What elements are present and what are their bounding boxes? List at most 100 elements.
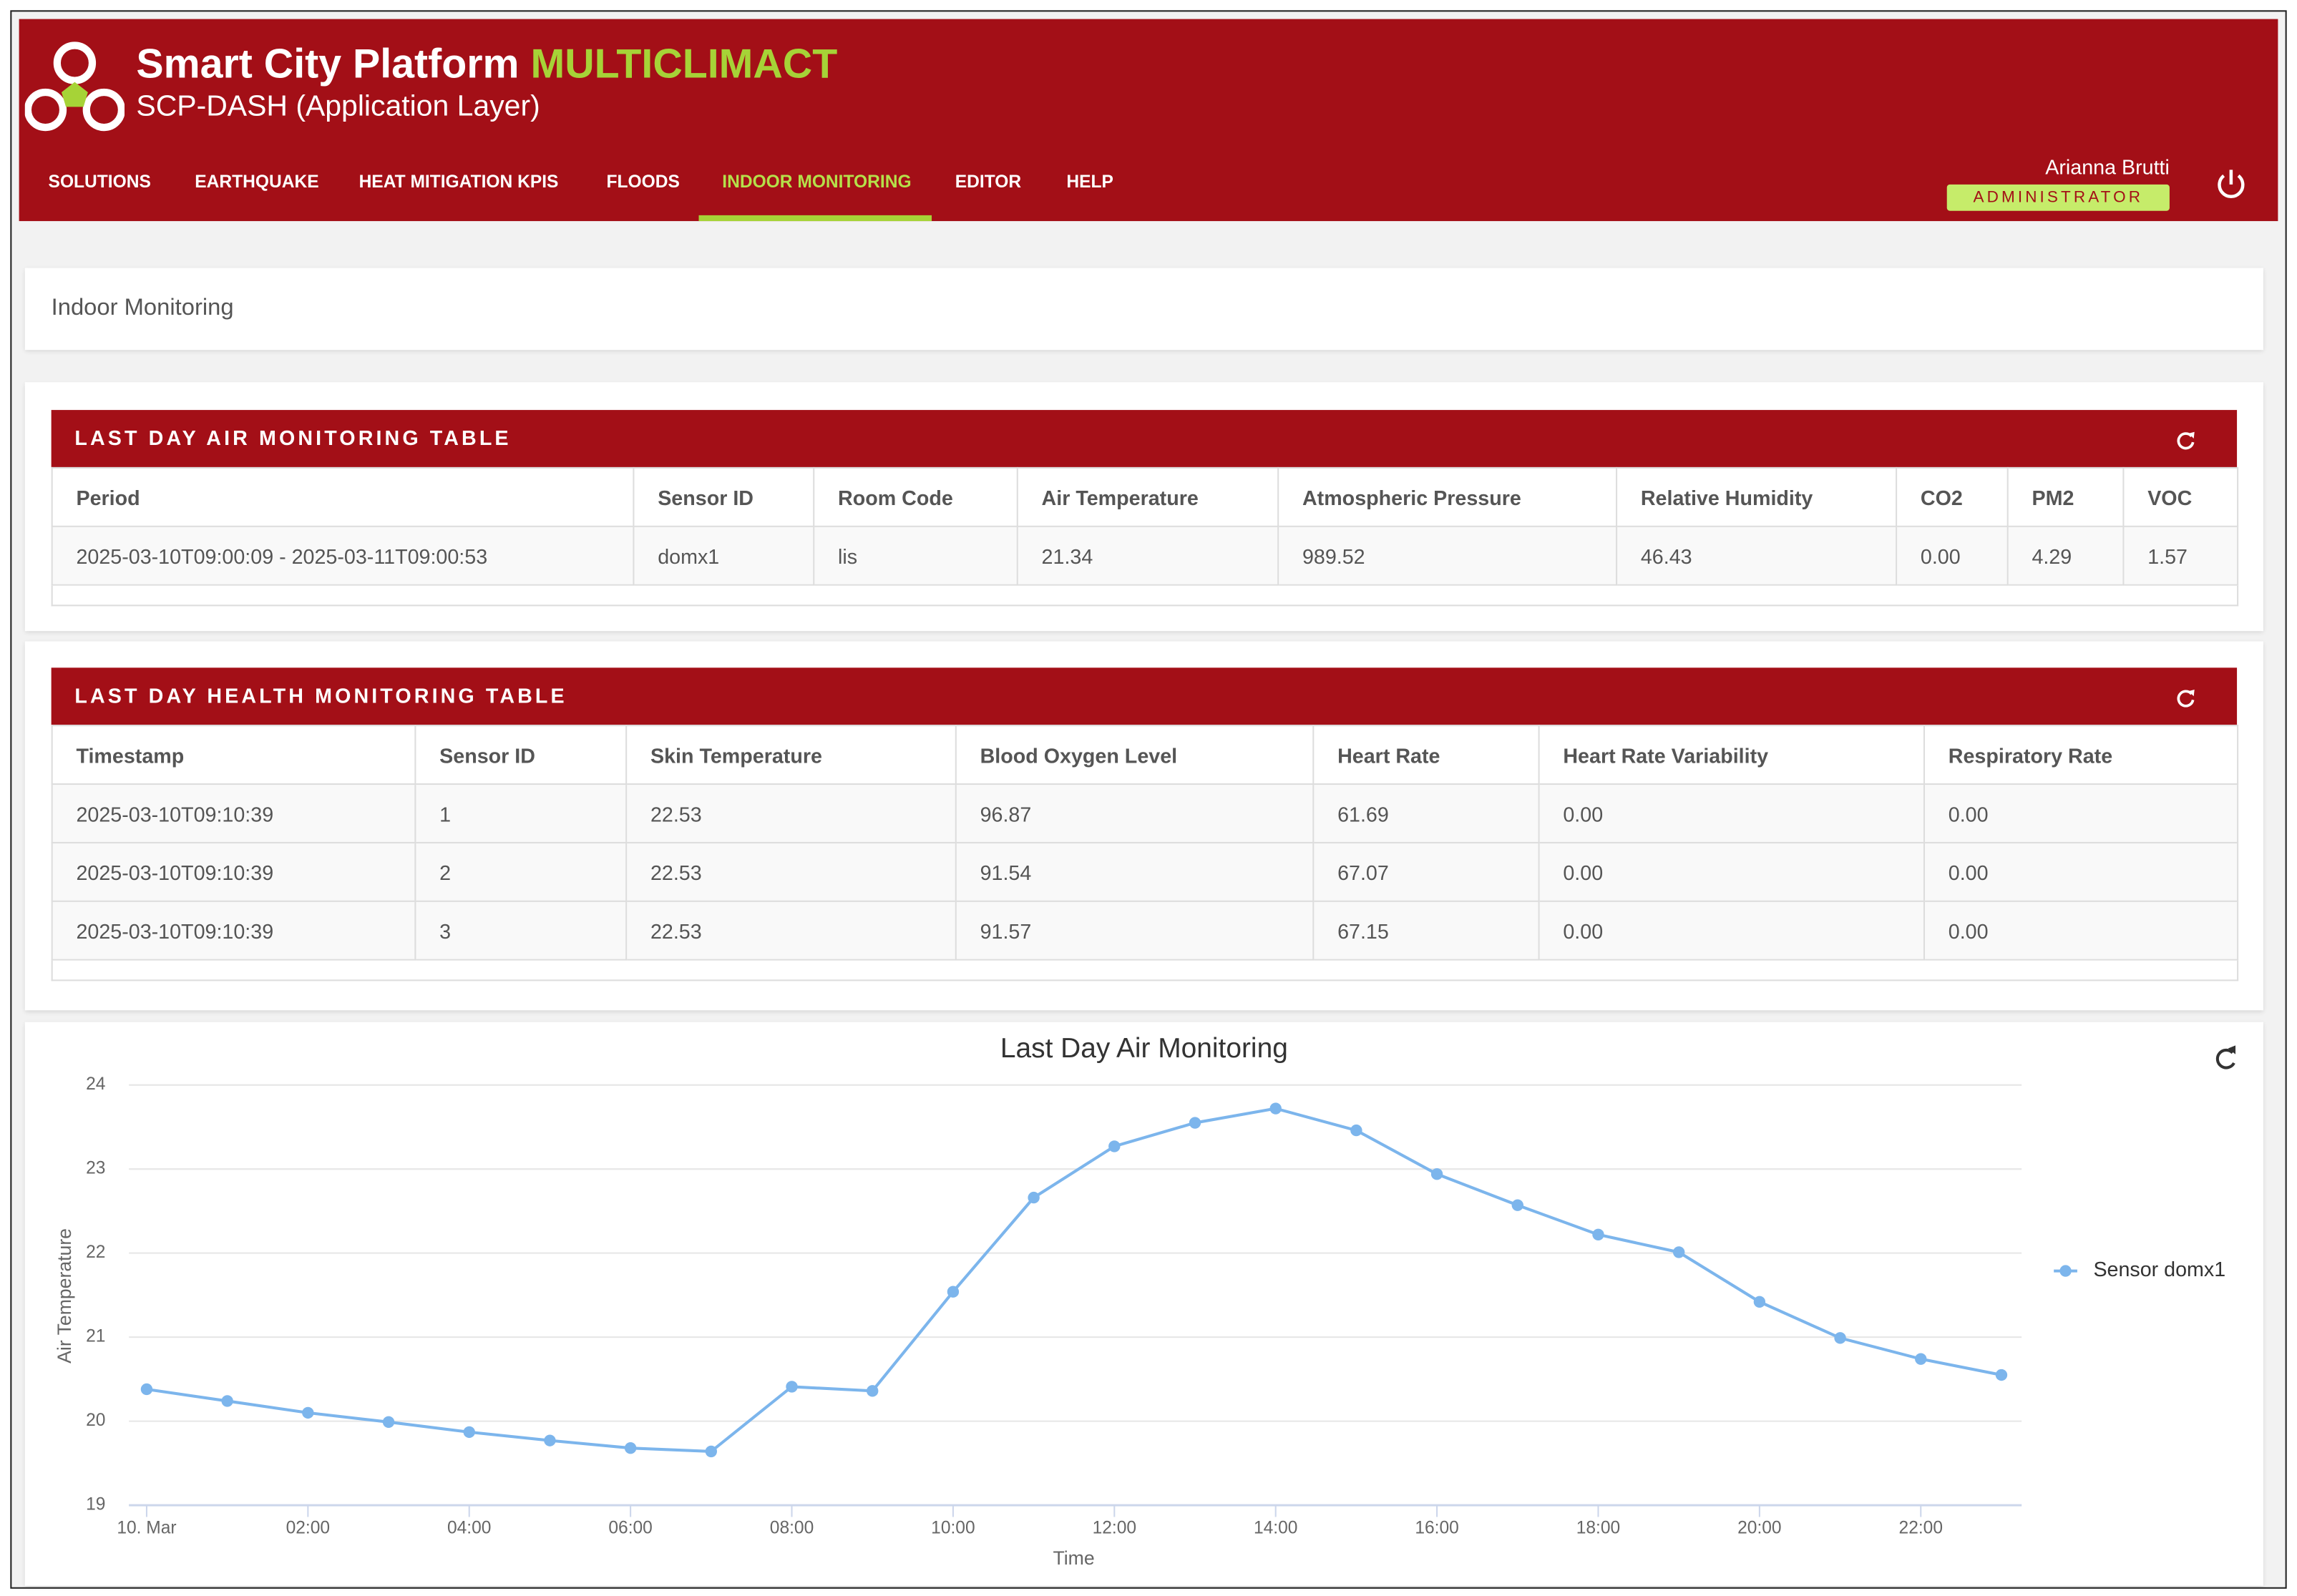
column-header: Heart Rate — [1312, 725, 1540, 785]
column-header: PM2 — [2006, 466, 2125, 527]
data-point — [140, 1383, 153, 1396]
table-cell: 0.00 — [1538, 900, 1926, 961]
refresh-button[interactable] — [2215, 1045, 2236, 1069]
table-row: 2025-03-10T09:10:39 3 22.53 91.57 67.15 0.00 0… — [51, 900, 2239, 961]
data-point — [1028, 1191, 1040, 1204]
brand: MULTICLIMACT — [530, 41, 838, 87]
data-point — [1672, 1246, 1685, 1258]
table-cell: 0.00 — [1896, 525, 2009, 586]
table-cell: 67.15 — [1312, 900, 1540, 961]
role-badge: ADMINISTRATOR — [1946, 184, 2170, 211]
subtitle: SCP-DASH (Application Layer) — [136, 90, 540, 123]
page-title: Indoor Monitoring — [51, 295, 234, 321]
x-tick-label: 10:00 — [931, 1518, 975, 1537]
table-row: 2025-03-10T09:10:39 1 22.53 96.87 61.69 0.00 0… — [51, 783, 2239, 843]
data-point — [705, 1445, 718, 1458]
power-button[interactable] — [2213, 167, 2248, 202]
y-axis-label: Air Temperature — [54, 1228, 75, 1364]
data-point — [1430, 1168, 1443, 1180]
data-point — [947, 1286, 960, 1298]
nav-item[interactable]: EARTHQUAKE — [195, 171, 319, 192]
chart: Last Day Air Monitoring Air Temperature … — [54, 1033, 2236, 1569]
table-cell: 2 — [414, 841, 628, 902]
table-cell: 4.29 — [2006, 525, 2125, 586]
health-table-wrap: Timestamp Sensor ID Skin Temperature Blood … — [51, 725, 2239, 981]
nav-item[interactable]: SOLUTIONS — [48, 171, 151, 192]
column-header: VOC — [2122, 466, 2239, 527]
title-text: Smart City Platform — [136, 41, 520, 87]
nav-item[interactable]: HELP — [1066, 171, 1113, 192]
column-header: Blood Oxygen Level — [955, 725, 1315, 785]
page-title-card — [24, 268, 2263, 351]
refresh-button[interactable] — [2174, 429, 2198, 453]
data-point — [1269, 1102, 1282, 1115]
table-footer — [51, 585, 2239, 607]
column-header: Respiratory Rate — [1923, 725, 2239, 785]
table-cell: 0.00 — [1923, 841, 2239, 902]
header-row: Period Sensor ID Room Code Air Temperature A… — [51, 466, 2239, 527]
column-header: Skin Temperature — [625, 725, 957, 785]
table-cell: 67.07 — [1312, 841, 1540, 902]
active-underline — [698, 215, 932, 222]
table-cell: 2025-03-10T09:10:39 — [51, 783, 416, 843]
table-cell: 61.69 — [1312, 783, 1540, 843]
data-table: Timestamp Sensor ID Skin Temperature Blood … — [51, 725, 2239, 961]
table-cell: 0.00 — [1538, 783, 1926, 843]
column-header: Timestamp — [51, 725, 416, 785]
header — [19, 19, 2278, 222]
y-tick-label: 22 — [86, 1243, 105, 1262]
y-tick-label: 20 — [86, 1411, 105, 1430]
column-header: Period — [51, 466, 635, 527]
table-cell: 2025-03-10T09:10:39 — [51, 900, 416, 961]
y-tick-label: 21 — [86, 1327, 105, 1346]
x-tick-label: 20:00 — [1737, 1518, 1781, 1537]
table-cell: 46.43 — [1616, 525, 1898, 586]
data-table: Period Sensor ID Room Code Air Temperature A… — [51, 466, 2239, 586]
logo — [24, 41, 125, 132]
table-cell: 96.87 — [955, 783, 1315, 843]
nav-item[interactable]: EDITOR — [955, 171, 1022, 192]
x-tick-label: 02:00 — [286, 1518, 330, 1537]
column-header: Room Code — [813, 466, 1018, 527]
nav-item[interactable]: FLOODS — [606, 171, 680, 192]
x-axis-label: Time — [1053, 1547, 1095, 1569]
table-cell: 21.34 — [1016, 525, 1279, 586]
x-tick-label: 18:00 — [1576, 1518, 1620, 1537]
nav-item[interactable]: HEAT MITIGATION KPIS — [359, 171, 559, 192]
table-cell: 1.57 — [2122, 525, 2239, 586]
table-cell: 0.00 — [1923, 900, 2239, 961]
data-point — [463, 1426, 475, 1439]
data-point — [544, 1434, 556, 1446]
x-tick-label: 06:00 — [608, 1518, 652, 1537]
legend-label: Sensor domx1 — [2093, 1258, 2225, 1281]
column-header: Atmospheric Pressure — [1277, 466, 1618, 527]
table-cell: domx1 — [633, 525, 815, 586]
table-cell: 1 — [414, 783, 628, 843]
y-tick-label: 19 — [86, 1495, 105, 1514]
legend-marker — [2059, 1265, 2072, 1277]
table-row: 2025-03-10T09:00:09 - 2025-03-11T09:00:5… — [51, 525, 2239, 586]
table-footer — [51, 960, 2239, 981]
column-header: Air Temperature — [1016, 466, 1279, 527]
data-point — [1834, 1332, 1846, 1344]
user-name: Arianna Brutti — [2045, 155, 2170, 179]
nav-item[interactable]: INDOOR MONITORING — [722, 171, 912, 192]
data-point — [1350, 1124, 1362, 1137]
table-row: 2025-03-10T09:10:39 2 22.53 91.54 67.07 0.00 0… — [51, 841, 2239, 902]
table-title: LAST DAY HEALTH MONITORING TABLE — [51, 667, 2238, 725]
data-point — [867, 1385, 879, 1397]
table-cell: 2025-03-10T09:10:39 — [51, 841, 416, 902]
data-point — [1915, 1353, 1927, 1365]
refresh-button[interactable] — [2174, 687, 2198, 710]
table-cell: 0.00 — [1923, 783, 2239, 843]
table-cell: 22.53 — [625, 900, 957, 961]
column-header: Heart Rate Variability — [1538, 725, 1926, 785]
x-tick-label: 12:00 — [1093, 1518, 1136, 1537]
table-cell: 2025-03-10T09:00:09 - 2025-03-11T09:00:5… — [51, 525, 635, 586]
data-point — [1592, 1228, 1604, 1240]
x-tick-label: 14:00 — [1254, 1518, 1297, 1537]
column-header: Relative Humidity — [1616, 466, 1898, 527]
table-cell: 22.53 — [625, 783, 957, 843]
